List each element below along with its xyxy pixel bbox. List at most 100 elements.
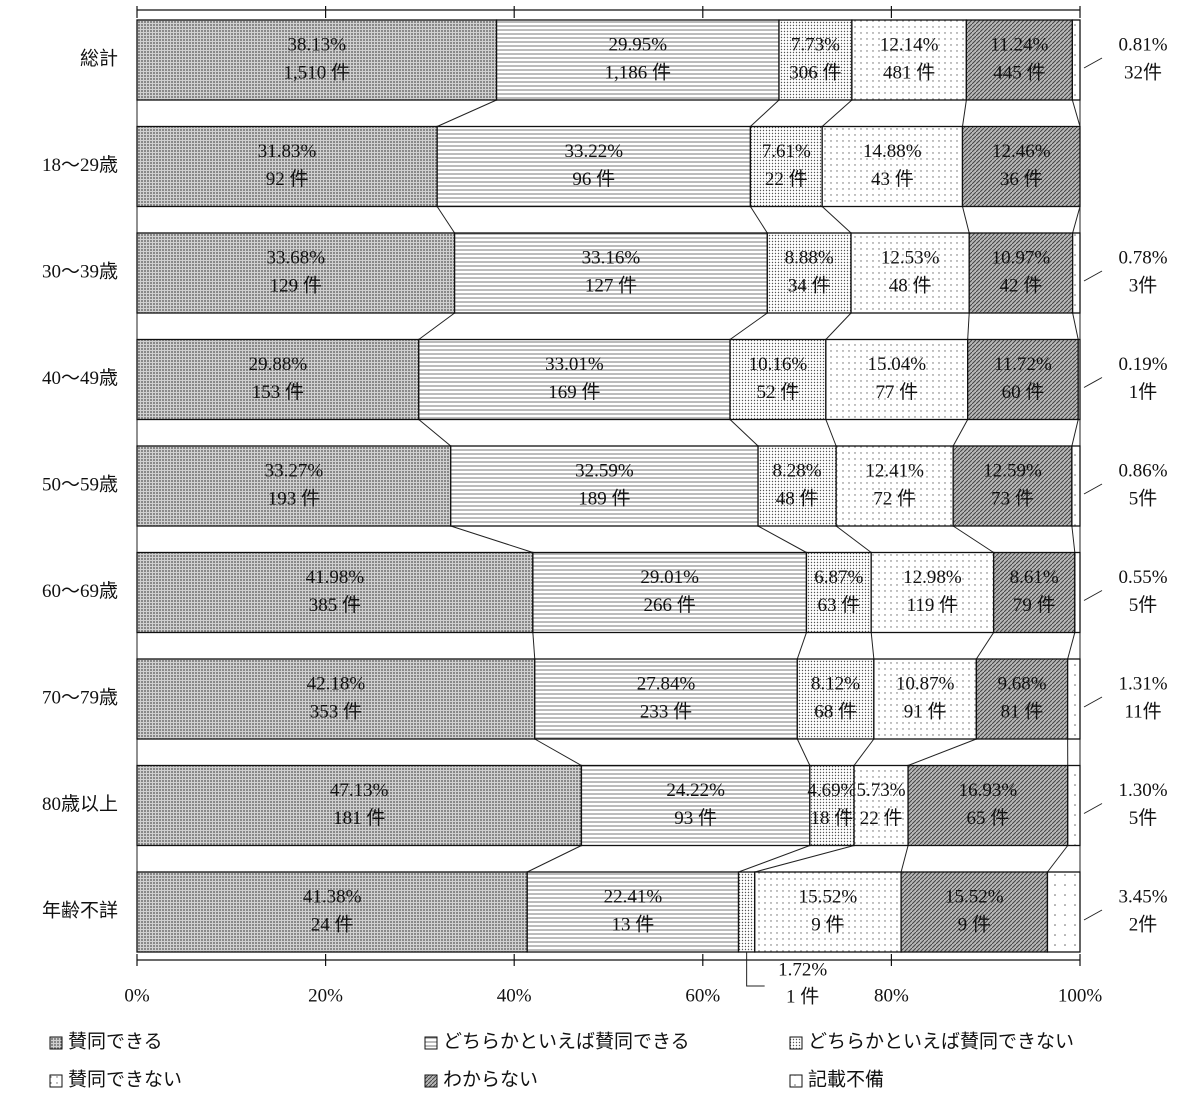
value-label: 15.52% xyxy=(799,886,858,907)
x-tick-label: 100% xyxy=(1058,985,1103,1006)
category-label: 18～29歳 xyxy=(42,154,118,176)
count-label: 93 件 xyxy=(674,807,717,829)
legend-label: 賛同できない xyxy=(68,1068,182,1090)
value-label: 32.59% xyxy=(575,460,634,481)
connector xyxy=(532,632,536,660)
count-label: 189 件 xyxy=(578,487,630,509)
legend-swatch xyxy=(789,1074,803,1088)
label-leader xyxy=(1083,483,1103,495)
value-label: 4.69% xyxy=(807,780,856,801)
label-leader xyxy=(1083,270,1103,282)
value-label: 8.12% xyxy=(811,673,860,694)
bar-segment xyxy=(968,232,1074,314)
value-label: 12.59% xyxy=(983,460,1042,481)
category-label: 総計 xyxy=(80,47,118,69)
bar-segment xyxy=(749,125,823,208)
value-label: 0.78% xyxy=(1118,247,1167,268)
value-label: 41.38% xyxy=(303,886,362,907)
bar-segment xyxy=(136,445,452,527)
bar-segment xyxy=(436,125,752,208)
count-label: 72 件 xyxy=(873,487,916,509)
value-label: 27.84% xyxy=(637,673,696,694)
value-label: 9.68% xyxy=(997,673,1046,694)
connector xyxy=(450,525,534,553)
bar-segment xyxy=(1071,232,1081,314)
value-label: 38.13% xyxy=(287,34,346,55)
count-label: 22 件 xyxy=(765,168,808,190)
value-label: 10.97% xyxy=(992,247,1051,268)
count-label: 92 件 xyxy=(266,168,309,190)
value-label: 6.87% xyxy=(814,567,863,588)
bar-segment xyxy=(900,871,1049,953)
connector xyxy=(750,99,780,127)
bar-segment xyxy=(965,19,1074,101)
bar-segment xyxy=(1071,445,1081,527)
value-label: 8.28% xyxy=(773,460,822,481)
value-label: 8.88% xyxy=(785,247,834,268)
value-label: 0.19% xyxy=(1118,354,1167,375)
bar-segment xyxy=(1046,871,1081,953)
count-label: 60 件 xyxy=(1002,381,1045,403)
bar-segment xyxy=(961,125,1081,208)
connector xyxy=(729,419,759,447)
count-label: 68 件 xyxy=(814,700,857,722)
value-label: 5.73% xyxy=(857,780,906,801)
count-label: 22 件 xyxy=(860,807,903,829)
count-label: 11件 xyxy=(1124,700,1161,722)
value-label: 29.01% xyxy=(640,567,699,588)
bar-segment xyxy=(136,764,583,847)
connector xyxy=(1071,99,1081,127)
bar-segment xyxy=(873,658,978,740)
count-label: 5件 xyxy=(1129,594,1158,616)
value-label: 33.22% xyxy=(565,141,624,162)
count-label: 24 件 xyxy=(311,913,354,935)
label-leader xyxy=(746,952,765,987)
bar-segment xyxy=(534,658,798,740)
label-leader xyxy=(1083,57,1103,69)
value-label: 7.73% xyxy=(791,34,840,55)
category-label: 30～39歳 xyxy=(42,260,118,282)
value-label: 11.72% xyxy=(994,354,1052,375)
count-label: 96 件 xyxy=(572,168,615,190)
connector xyxy=(526,845,582,873)
connector xyxy=(436,99,497,127)
connector xyxy=(738,845,811,873)
connector xyxy=(821,99,853,127)
count-label: 119 件 xyxy=(907,594,959,616)
bar-segment xyxy=(729,338,827,421)
bar-segment xyxy=(809,764,855,847)
count-label: 36 件 xyxy=(1000,168,1043,190)
count-label: 13 件 xyxy=(611,913,654,935)
bar-segment xyxy=(975,658,1069,740)
count-label: 48 件 xyxy=(889,274,932,296)
connector xyxy=(1067,632,1076,660)
connector xyxy=(962,99,967,127)
count-label: 91 件 xyxy=(904,700,947,722)
bar-segment xyxy=(853,764,909,847)
connector xyxy=(1071,419,1079,447)
count-label: 1件 xyxy=(1129,381,1158,403)
value-label: 1.30% xyxy=(1118,780,1167,801)
bar-segment xyxy=(136,551,534,634)
connector xyxy=(796,738,811,766)
connector xyxy=(418,419,452,447)
bar-segment xyxy=(495,19,780,101)
bar-segment xyxy=(1077,338,1081,421)
bar-segment xyxy=(136,19,498,101)
bar-segment xyxy=(754,871,902,953)
bar-segment xyxy=(450,445,759,527)
value-label: 31.83% xyxy=(258,141,317,162)
bar-segment xyxy=(737,871,756,953)
value-label: 33.68% xyxy=(267,247,326,268)
bar-segment xyxy=(850,232,970,314)
category-label: 60～69歳 xyxy=(42,580,118,602)
count-label: 481 件 xyxy=(883,61,935,83)
legend-swatch xyxy=(49,1074,63,1088)
bar-segment xyxy=(907,764,1069,847)
connector xyxy=(757,525,807,553)
connector xyxy=(967,312,970,340)
value-label: 0.81% xyxy=(1118,34,1167,55)
bar-segment xyxy=(952,445,1073,527)
count-label: 63 件 xyxy=(817,594,860,616)
value-label: 41.98% xyxy=(306,567,365,588)
